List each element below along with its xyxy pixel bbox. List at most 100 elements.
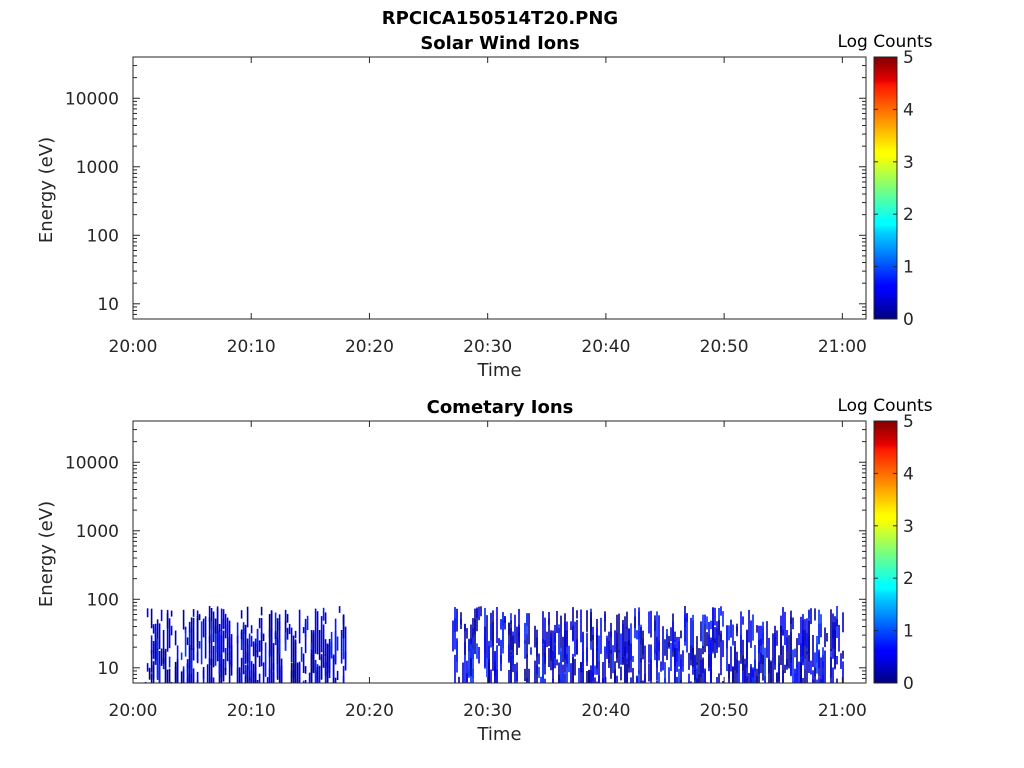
spectrogram-cell: [638, 631, 640, 674]
spectrogram-cell: [710, 669, 712, 683]
spectrogram-cell: [486, 656, 488, 678]
spectrogram-cell: [196, 616, 199, 648]
spectrogram-cell: [302, 653, 305, 673]
spectrogram-cell: [630, 623, 632, 661]
spectrogram-cell: [572, 607, 574, 641]
spectrogram-cell: [320, 616, 323, 653]
y-tick-label: 10000: [65, 453, 119, 473]
spectrogram-cell: [224, 667, 227, 676]
colorbar-tick-label: 0: [903, 310, 914, 330]
spectrogram-cell: [454, 607, 456, 650]
spectrogram-cell: [704, 624, 706, 653]
spectrogram-cell: [580, 662, 582, 673]
plot-frame: [132, 56, 867, 320]
spectrogram-cell: [656, 611, 658, 656]
spectrogram-cell: [244, 676, 247, 683]
spectrogram-cell: [782, 645, 784, 683]
spectrogram-cell: [790, 660, 792, 677]
spectrogram-cell: [480, 606, 482, 617]
x-tick-label: 20:30: [463, 337, 512, 357]
spectrogram-cell: [582, 660, 584, 683]
spectrogram-cell: [524, 640, 526, 659]
spectrogram-cell: [704, 614, 706, 625]
spectrogram-cell: [566, 666, 568, 683]
spectrogram-cell: [182, 609, 185, 630]
spectrogram-cell: [626, 663, 628, 683]
spectrogram-cell: [812, 670, 814, 683]
spectrogram-cell: [174, 661, 177, 683]
spectrogram-cell: [498, 638, 500, 646]
spectrogram-cell: [752, 614, 754, 641]
spectrogram-cell: [258, 640, 261, 652]
spectrogram-cell: [174, 630, 177, 646]
spectrogram-cell: [310, 654, 313, 683]
spectrogram-cell: [454, 654, 456, 683]
spectrogram-cell: [768, 659, 770, 683]
spectrogram-cell: [258, 618, 261, 629]
spectrogram-cell: [152, 641, 155, 659]
spectrogram-cell: [146, 608, 149, 618]
spectrogram-cell: [250, 635, 253, 647]
colorbar-tick-label: 2: [903, 205, 914, 225]
spectrogram-cell: [248, 633, 251, 671]
spectrogram-cell: [620, 666, 622, 681]
spectrogram-cell: [268, 650, 271, 680]
spectrogram-cell: [764, 675, 766, 683]
spectrogram-cell: [300, 647, 303, 662]
spectrogram-cell: [208, 658, 211, 683]
spectrogram-cell: [732, 624, 734, 646]
spectrogram-cell: [616, 675, 618, 683]
spectrogram-cell: [470, 624, 472, 645]
spectrogram-cell: [806, 651, 808, 683]
spectrogram-cell: [796, 663, 798, 683]
spectrogram-cell: [622, 623, 624, 659]
spectrogram-cell: [252, 663, 255, 683]
spectrogram-cell: [192, 648, 195, 661]
spectrogram-cell: [302, 680, 305, 683]
spectrogram-cell: [686, 614, 688, 653]
colorbar-tick-label: 3: [903, 517, 914, 537]
spectrogram-cell: [534, 625, 536, 648]
spectrogram-cell: [560, 651, 562, 683]
spectrogram-cell: [826, 633, 828, 642]
spectrogram-cell: [738, 660, 740, 683]
spectrogram-cell: [544, 678, 546, 683]
spectrogram-cell: [464, 641, 466, 683]
spectrogram-cell: [752, 679, 754, 683]
spectrogram-cell: [270, 610, 273, 653]
spectrogram-cell: [818, 609, 820, 645]
spectrogram-cell: [720, 630, 722, 676]
spectrogram-cell: [166, 669, 169, 683]
spectrogram-cell: [762, 627, 764, 645]
spectrogram-cell: [750, 667, 752, 683]
spectrogram-cell: [514, 614, 516, 644]
spectrogram-cell: [690, 617, 692, 660]
spectrogram-cell: [804, 657, 806, 670]
spectrogram-cell: [290, 627, 293, 663]
spectrogram-cell: [316, 667, 319, 681]
spectrogram-cell: [324, 612, 327, 624]
spectrogram-cell: [162, 630, 165, 664]
spectrogram-cell: [782, 607, 784, 635]
spectrogram-cell: [688, 673, 690, 683]
spectrogram-cell: [306, 615, 309, 631]
spectrogram-cell: [714, 607, 716, 626]
spectrogram-cell: [500, 649, 502, 664]
spectrogram-cell: [804, 669, 806, 683]
spectrogram-cell: [612, 645, 614, 674]
spectrogram-cell: [824, 650, 826, 683]
y-axis-label: Energy (eV): [36, 501, 57, 607]
y-tick-label: 1000: [76, 158, 119, 178]
spectrogram-cell: [746, 640, 748, 683]
spectrogram-cell: [636, 677, 638, 683]
spectrogram-cell: [590, 612, 592, 642]
spectrogram-cell: [750, 620, 752, 648]
spectrogram-cell: [170, 625, 173, 636]
spectrogram-cell: [238, 667, 241, 683]
spectrogram-cell: [504, 619, 506, 630]
spectrogram-cell: [202, 618, 205, 638]
spectrogram-cell: [256, 680, 259, 683]
spectrogram-cell: [576, 610, 578, 619]
colorbar-tick-label: 5: [903, 412, 914, 432]
spectrogram-cell: [536, 664, 538, 675]
